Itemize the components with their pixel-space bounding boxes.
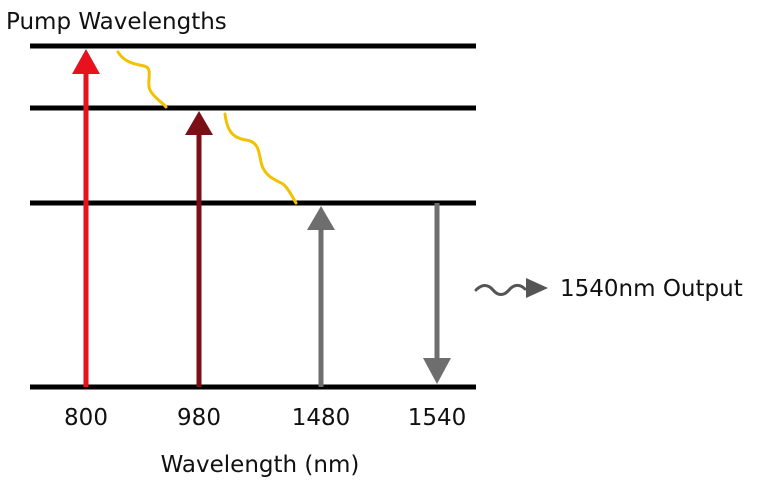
tick-label-1480: 1480 (292, 405, 351, 431)
tick-label-800: 800 (64, 405, 108, 431)
pump-arrow-800-head (72, 49, 100, 74)
x-axis-label: Wavelength (nm) (161, 452, 360, 478)
diagram-title: Pump Wavelengths (6, 9, 227, 35)
relaxation-wave-upper (116, 50, 168, 109)
pump-arrow-1480-head (307, 206, 335, 230)
output-arrow-icon (526, 278, 548, 298)
tick-label-980: 980 (177, 405, 221, 431)
output-wave-icon (474, 283, 527, 296)
relaxation-wave-lower (223, 112, 298, 205)
tick-label-1540: 1540 (408, 405, 467, 431)
output-label: 1540nm Output (560, 276, 743, 302)
pump-arrow-980-head (185, 111, 213, 135)
emission-arrow-1540-head (423, 358, 451, 384)
